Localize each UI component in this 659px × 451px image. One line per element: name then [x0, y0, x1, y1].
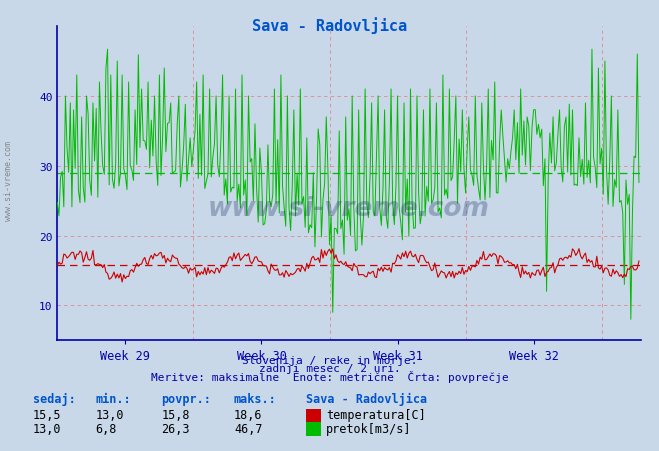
Text: Slovenija / reke in morje.: Slovenija / reke in morje.: [242, 355, 417, 365]
Text: zadnji mesec / 2 uri.: zadnji mesec / 2 uri.: [258, 364, 401, 373]
Text: Meritve: maksimalne  Enote: metrične  Črta: povprečje: Meritve: maksimalne Enote: metrične Črta…: [151, 370, 508, 382]
Text: temperatura[C]: temperatura[C]: [326, 409, 426, 422]
Text: 13,0: 13,0: [33, 422, 61, 435]
Text: Sava - Radovljica: Sava - Radovljica: [306, 392, 428, 405]
Text: 6,8: 6,8: [96, 422, 117, 435]
Text: 46,7: 46,7: [234, 422, 262, 435]
Text: pretok[m3/s]: pretok[m3/s]: [326, 422, 412, 435]
Text: www.si-vreme.com: www.si-vreme.com: [208, 196, 490, 222]
Text: 26,3: 26,3: [161, 422, 190, 435]
Text: 15,5: 15,5: [33, 409, 61, 422]
Text: min.:: min.:: [96, 392, 131, 405]
Text: povpr.:: povpr.:: [161, 392, 212, 405]
Text: Sava - Radovljica: Sava - Radovljica: [252, 17, 407, 34]
Text: sedaj:: sedaj:: [33, 392, 76, 405]
Text: 15,8: 15,8: [161, 409, 190, 422]
Text: maks.:: maks.:: [234, 392, 277, 405]
Text: 18,6: 18,6: [234, 409, 262, 422]
Text: 13,0: 13,0: [96, 409, 124, 422]
Text: www.si-vreme.com: www.si-vreme.com: [4, 141, 13, 220]
